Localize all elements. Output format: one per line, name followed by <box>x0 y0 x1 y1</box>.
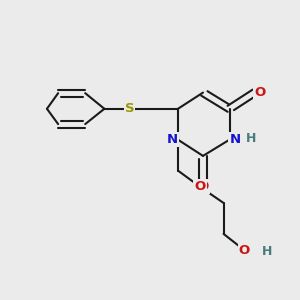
Text: O: O <box>194 180 206 193</box>
Text: O: O <box>197 180 208 193</box>
Text: O: O <box>254 86 266 99</box>
Text: N: N <box>167 133 178 146</box>
Text: H: H <box>262 245 272 258</box>
Text: O: O <box>238 244 250 256</box>
Text: H: H <box>246 132 256 145</box>
Text: N: N <box>230 133 241 146</box>
Text: S: S <box>124 102 134 115</box>
